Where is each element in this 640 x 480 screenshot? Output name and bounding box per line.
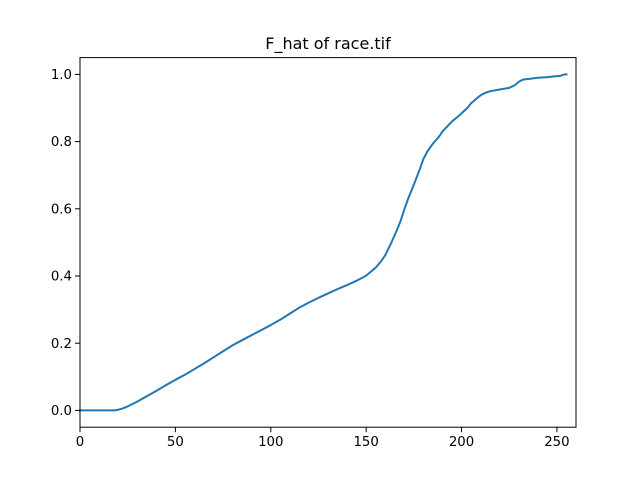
x-tick-label: 100 (258, 435, 283, 450)
x-tick-label: 0 (76, 435, 84, 450)
y-tick-label: 0.6 (51, 202, 72, 217)
y-tick-label: 0.8 (51, 135, 72, 150)
y-tick-label: 1.0 (51, 68, 72, 83)
y-tick-label: 0.2 (51, 337, 72, 352)
x-axis: 0 50 100 150 200 250 (76, 427, 570, 450)
x-tick-label: 250 (544, 435, 569, 450)
x-tick-label: 150 (353, 435, 378, 450)
y-axis: 0.0 0.2 0.4 0.6 0.8 1.0 (51, 68, 80, 419)
y-tick-label: 0.4 (51, 270, 72, 285)
x-tick-label: 50 (167, 435, 184, 450)
chart-title: F_hat of race.tif (265, 34, 391, 54)
y-tick-label: 0.0 (51, 404, 72, 419)
axes-frame (79, 57, 577, 428)
plot-area (79, 73, 568, 412)
x-tick-label: 200 (449, 435, 474, 450)
series-line-0 (79, 73, 568, 412)
